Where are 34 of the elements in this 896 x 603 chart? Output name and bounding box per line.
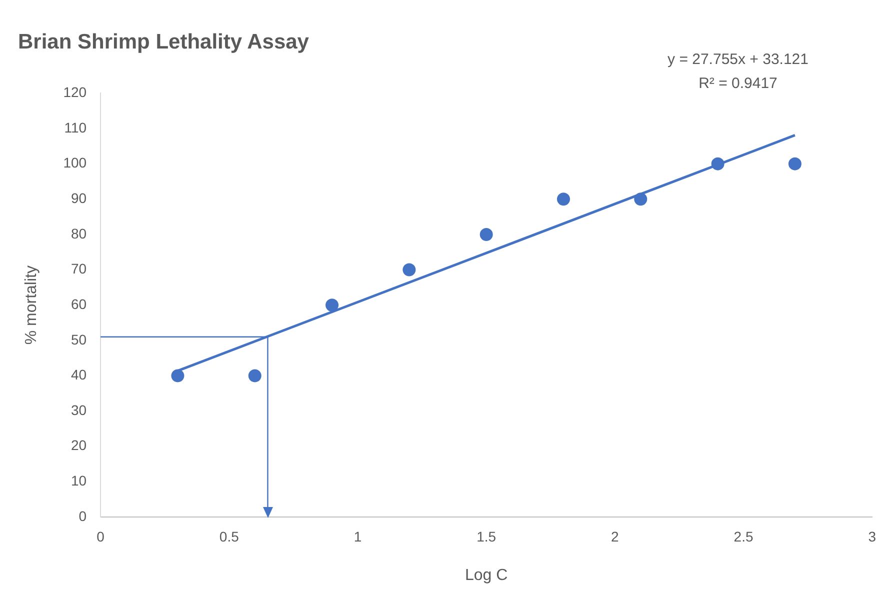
text: y = 27.755x + 33.121 <box>668 51 808 68</box>
y-tick-label: 120 <box>63 84 87 100</box>
y-tick-label: 80 <box>70 225 87 242</box>
y-tick-label: 110 <box>64 119 87 136</box>
x-tick-label: 2.5 <box>734 528 754 544</box>
point <box>248 369 262 382</box>
point <box>326 298 339 312</box>
x-tick-label: 1.5 <box>476 528 496 544</box>
x-tick-label: 0.5 <box>219 528 240 544</box>
point <box>171 369 184 382</box>
point <box>402 263 416 276</box>
x-tick-label: 0 <box>96 528 105 544</box>
chart-title: Brian Shrimp Lethality Assay <box>18 30 310 54</box>
x-tick-label: 1 <box>354 528 362 544</box>
x-tick-label: 3 <box>868 528 876 544</box>
point <box>634 192 648 206</box>
y-tick-label: 60 <box>70 296 87 312</box>
point <box>788 157 802 170</box>
y-tick-label: 70 <box>70 260 87 277</box>
text: R² = 0.9417 <box>698 75 778 92</box>
y-tick-label: 30 <box>70 402 87 418</box>
y-tick-label: 90 <box>70 190 87 206</box>
y-tick-label: 20 <box>70 437 87 454</box>
y-tick-label: 40 <box>70 366 87 383</box>
x-axis-title: Log C <box>464 566 508 584</box>
y-tick-label: 10 <box>70 472 87 489</box>
y-tick-label: 100 <box>63 154 87 171</box>
x-tick-label: 2 <box>611 528 620 544</box>
point <box>556 192 570 206</box>
point <box>480 228 493 241</box>
y-tick-label: 50 <box>70 331 87 348</box>
y-tick-label: 0 <box>78 508 87 524</box>
y-axis-title: % mortality <box>23 266 40 345</box>
point <box>711 157 724 170</box>
